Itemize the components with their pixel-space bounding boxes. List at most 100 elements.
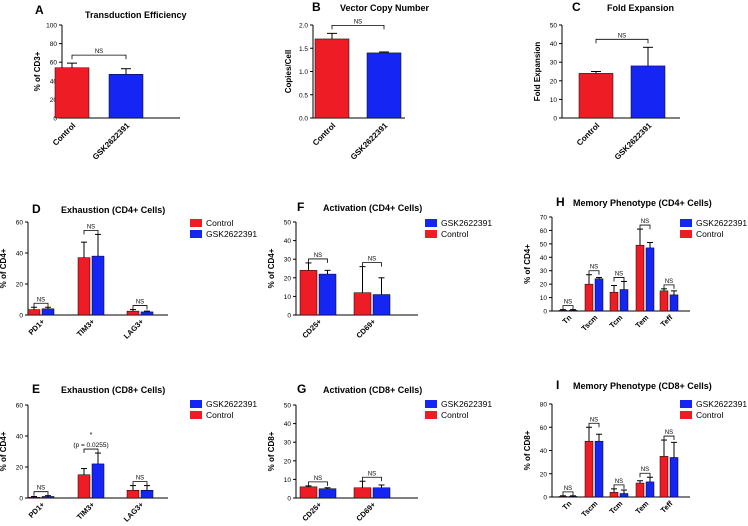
bar-gsk	[645, 481, 655, 498]
significance-bracket	[308, 258, 328, 263]
significance-label: NS	[590, 417, 598, 423]
y-tick-label: 50	[284, 403, 292, 410]
legend-swatch-control	[190, 411, 202, 419]
y-axis-label: % of CD8+	[523, 430, 532, 470]
y-tick-label: 0.5	[299, 92, 308, 99]
significance-label: NS	[665, 279, 673, 285]
bar-control	[635, 482, 645, 498]
bar-gsk	[140, 311, 154, 316]
y-tick-label: 40	[284, 421, 292, 428]
legend-label-control: Control	[441, 229, 469, 239]
y-tick-label: 30	[550, 60, 558, 67]
significance-label: *	[90, 432, 93, 439]
x-tick-label: Tem	[634, 499, 651, 516]
y-tick-label: 30	[540, 268, 548, 275]
x-tick-label: Tcm	[608, 313, 625, 330]
x-tick-label: LAG3+	[122, 500, 146, 524]
y-axis-label: Fold Expansion	[533, 42, 542, 102]
bar-gsk	[318, 273, 337, 316]
bar-gsk	[140, 490, 154, 499]
significance-bracket	[639, 472, 651, 478]
bar-control	[77, 474, 91, 499]
significance-bracket	[71, 54, 127, 60]
legend-swatch-control	[680, 411, 692, 419]
panel-title: Exhaustion (CD8+ Cells)	[61, 385, 165, 395]
y-tick-label: 10	[284, 294, 292, 301]
bar-gsk	[108, 74, 144, 119]
y-tick-label: 80	[540, 402, 548, 409]
significance-label: NS	[615, 479, 623, 485]
bar-control	[353, 292, 372, 316]
y-tick-label: 10	[550, 97, 558, 104]
significance-label: NS	[314, 476, 322, 482]
significance-label: NS	[590, 265, 598, 271]
significance-bracket	[562, 305, 574, 310]
legend-label-control: Control	[696, 229, 724, 239]
significance-label: NS	[665, 430, 673, 436]
bar-control	[126, 310, 140, 316]
significance-label: NS	[37, 297, 45, 303]
panel-letter: E	[32, 382, 40, 396]
y-tick-label: 20	[16, 465, 24, 472]
x-tick-label: Tn	[561, 499, 574, 512]
y-tick-label: 0	[287, 496, 291, 503]
significance-bracket	[33, 302, 49, 308]
bar-control	[578, 73, 614, 119]
bar-control	[27, 496, 41, 499]
x-tick-label: Tn	[561, 313, 574, 326]
bar-gsk	[372, 487, 391, 499]
bar-gsk	[645, 247, 655, 312]
y-tick-label: 30	[284, 257, 292, 264]
x-tick-label: Control	[311, 121, 337, 147]
significance-bracket	[595, 38, 649, 44]
y-tick-label: 50	[540, 241, 548, 248]
bar-gsk	[568, 496, 578, 498]
y-tick-label: 0	[553, 116, 557, 123]
bar-gsk	[669, 294, 679, 312]
significance-label: NS	[615, 271, 623, 277]
legend-label-control: Control	[441, 410, 469, 420]
bar-gsk	[619, 493, 629, 498]
y-tick-label: 30	[284, 440, 292, 447]
y-tick-label: 60	[50, 60, 58, 67]
bar-control	[314, 38, 350, 119]
legend-swatch-gsk	[190, 400, 202, 408]
significance-bracket	[331, 24, 385, 30]
panel-title: Vector Copy Number	[340, 3, 430, 13]
y-tick-label: 1.0	[299, 69, 308, 76]
bar-gsk	[41, 308, 55, 316]
y-tick-label: 10	[540, 295, 548, 302]
y-tick-label: 100	[46, 23, 57, 30]
significance-bracket	[613, 277, 625, 282]
y-tick-label: 40	[540, 255, 548, 262]
y-tick-label: 0	[287, 313, 291, 320]
y-tick-label: 20	[550, 78, 558, 85]
y-tick-label: 60	[16, 403, 24, 410]
x-tick-label: GSK2622391	[349, 121, 390, 162]
legend-swatch-gsk	[680, 219, 692, 227]
x-tick-label: TIM3+	[75, 317, 97, 339]
significance-bracket	[588, 270, 600, 275]
panel-letter: A	[35, 3, 44, 17]
significance-bracket	[663, 435, 675, 441]
legend-label-control: Control	[206, 218, 234, 228]
y-axis-label: % of CD4+	[0, 248, 8, 288]
legend-swatch-control	[190, 219, 202, 227]
legend-label-control: Control	[206, 410, 234, 420]
significance-bracket	[588, 422, 600, 428]
y-axis-label: % of CD4+	[0, 431, 8, 471]
significance-bracket	[83, 448, 99, 454]
panel-letter: I	[556, 378, 559, 392]
significance-label: NS	[136, 300, 144, 306]
significance-bracket	[362, 476, 382, 482]
panel-g: G Activation (CD8+ Cells) 0 10 20 30 40 50 % of …	[267, 382, 492, 523]
legend-swatch-control	[425, 230, 437, 238]
x-tick-label: GSK2622391	[613, 121, 654, 162]
bar-control	[558, 310, 568, 312]
y-tick-label: 2.0	[299, 23, 308, 30]
significance-bracket	[132, 481, 148, 486]
y-tick-label: 40	[16, 434, 24, 441]
y-tick-label: 40	[50, 78, 58, 85]
y-tick-label: 10	[284, 477, 292, 484]
